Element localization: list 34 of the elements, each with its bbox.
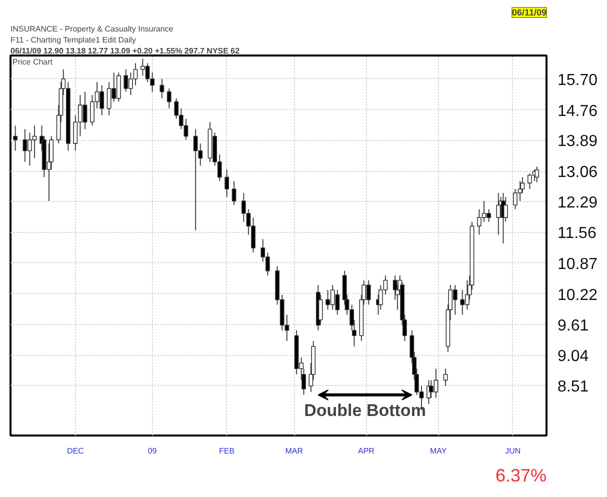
y-tick-label: 15.70 bbox=[558, 72, 598, 89]
y-tick-label: 10.87 bbox=[558, 256, 598, 273]
annotation: Price Chart bbox=[12, 58, 54, 66]
y-tick-label: 9.04 bbox=[558, 348, 589, 366]
candlestick bbox=[166, 88, 172, 109]
text: 06/11/09 bbox=[512, 8, 547, 18]
x-tick-label: APR bbox=[358, 446, 375, 456]
y-tick-label: 14.76 bbox=[558, 102, 598, 120]
candlestick bbox=[13, 125, 18, 152]
y-tick-label: 8.51 bbox=[558, 378, 589, 396]
text: 6.37% bbox=[495, 466, 547, 486]
x-tick-label: DEC bbox=[66, 446, 84, 456]
y-tick-label: 10.22 bbox=[558, 286, 598, 304]
y-tick-label: 12.29 bbox=[558, 194, 598, 212]
x-tick-label: 09 bbox=[148, 446, 158, 456]
chart-subtitle: F11 - Charting Template1 Edit Daily bbox=[10, 36, 136, 44]
y-tick-label: 11.56 bbox=[558, 225, 596, 242]
x-tick-label: MAY bbox=[430, 446, 448, 456]
annotation: Double Bottom bbox=[304, 400, 426, 420]
x-tick-label: FEB bbox=[219, 446, 235, 456]
y-tick-label: 13.89 bbox=[558, 133, 598, 150]
candlestick bbox=[318, 294, 323, 326]
candlestick bbox=[527, 172, 532, 190]
y-tick-label: 13.06 bbox=[558, 164, 598, 182]
candlestick bbox=[160, 78, 164, 99]
candlestick bbox=[534, 166, 540, 183]
candlestick bbox=[232, 180, 236, 206]
x-tick-label: JUN bbox=[505, 446, 521, 456]
annotation: 06/11/09 12.90 13.18 12.77 13.09 +0.20 +1.55% 297.7 NYSE 62 bbox=[10, 46, 240, 56]
x-tick-label: MAR bbox=[285, 446, 304, 456]
candlestick bbox=[443, 368, 448, 387]
chart-title: INSURANCE - Property & Casualty Insurance bbox=[10, 24, 174, 34]
candlestick bbox=[224, 168, 230, 198]
y-tick-label: 9.61 bbox=[558, 318, 589, 335]
